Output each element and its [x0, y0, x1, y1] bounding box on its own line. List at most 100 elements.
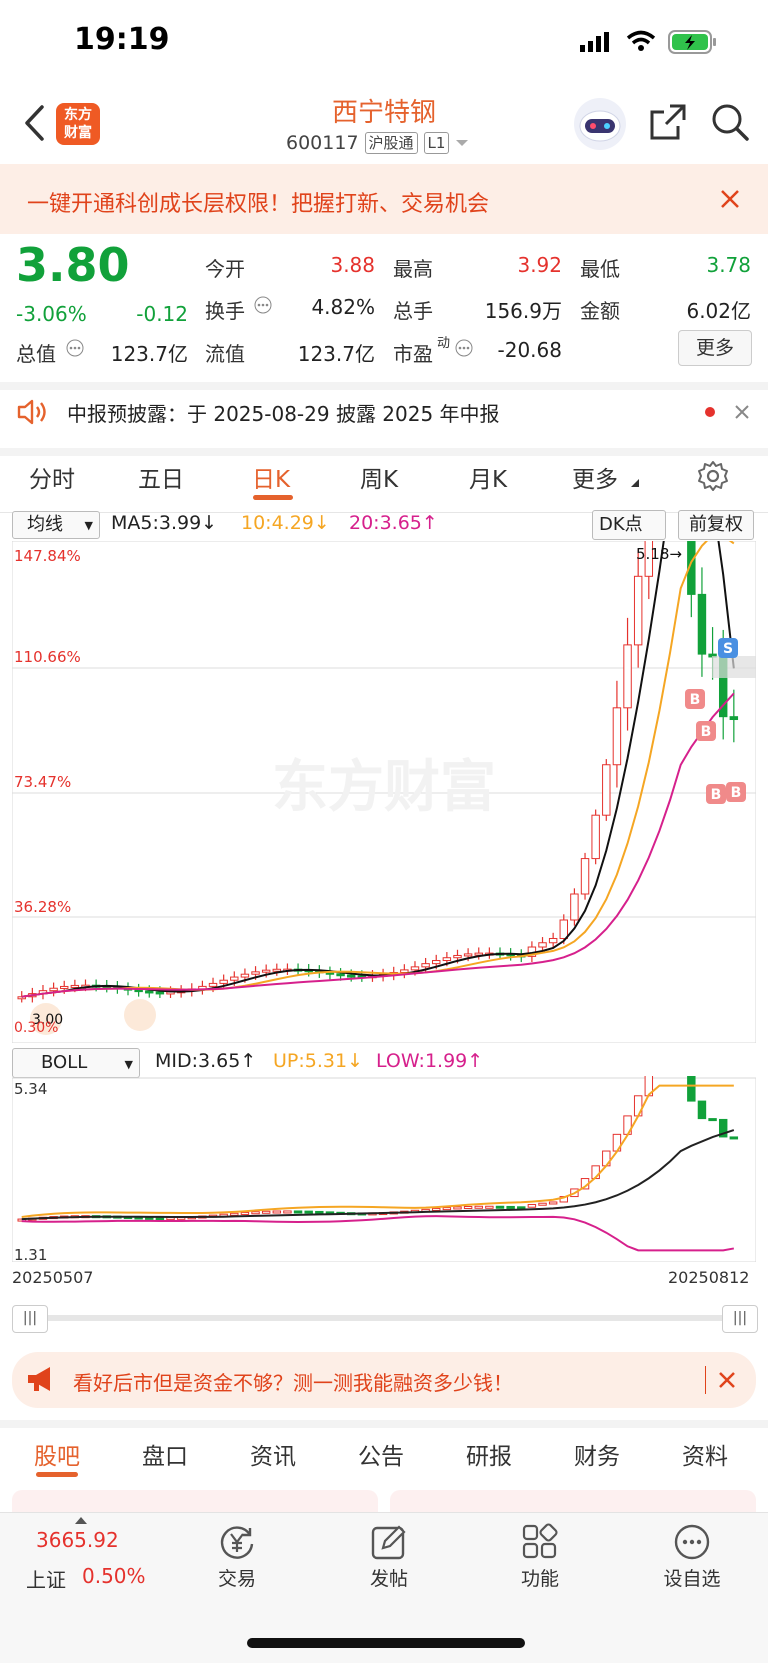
tab-forum[interactable]: 股吧: [34, 1444, 80, 1470]
trade-yen-icon[interactable]: [217, 1522, 257, 1562]
candle-body: [570, 893, 579, 921]
boll-candle-body: [453, 1206, 462, 1210]
scroller-track: [12, 1315, 756, 1321]
turnover-label: 换手: [205, 299, 245, 323]
robot-assistant-icon[interactable]: [572, 96, 628, 152]
chart-range-scroller[interactable]: ||| |||: [12, 1305, 758, 1333]
ad-text[interactable]: 看好后市但是资金不够？测一测我能融资多少钱！: [73, 1371, 513, 1395]
megaphone-icon: [28, 1367, 50, 1391]
candle-body: [442, 957, 452, 962]
candle-body: [559, 919, 568, 939]
status-time: 19:19: [74, 22, 170, 57]
tab-news[interactable]: 资讯: [250, 1444, 296, 1470]
tab-intraday[interactable]: 分时: [29, 467, 75, 493]
price-band: [712, 656, 756, 678]
more-dots-icon[interactable]: [672, 1522, 712, 1562]
tab-announcements[interactable]: 公告: [358, 1444, 404, 1470]
ma10-value: 10:4.29↓: [241, 512, 330, 534]
nav-post[interactable]: 发帖: [369, 1568, 408, 1590]
nav-functions[interactable]: 功能: [520, 1568, 559, 1590]
buy-marker[interactable]: B: [706, 784, 726, 804]
promo-text[interactable]: 一键开通科创成长层权限！把握打新、交易机会: [27, 192, 490, 217]
settings-gear-icon[interactable]: [697, 460, 729, 492]
share-icon[interactable]: [648, 102, 688, 142]
report-notice[interactable]: [0, 382, 768, 450]
boll-candle-body: [155, 1217, 165, 1221]
candle-body: [400, 969, 409, 973]
buy-marker[interactable]: B: [726, 782, 746, 802]
index-name[interactable]: 上证: [26, 1568, 66, 1592]
indicator-select[interactable]: 均线 ▼: [12, 511, 100, 539]
boll-chart[interactable]: [12, 1076, 756, 1262]
volume-value: 156.9万: [484, 299, 562, 323]
tab-more[interactable]: 更多: [572, 467, 618, 493]
tab-financials[interactable]: 财务: [574, 1444, 620, 1470]
nav-add-watchlist[interactable]: 设自选: [663, 1568, 721, 1590]
close-icon[interactable]: [718, 1371, 736, 1389]
candle-body: [474, 952, 483, 956]
more-quote-button[interactable]: 更多: [678, 330, 752, 366]
boll-candle-body: [538, 1202, 547, 1206]
info-dots-icon[interactable]: [455, 339, 473, 357]
active-tab-indicator: [253, 495, 293, 500]
candle-body: [697, 593, 707, 655]
tab-research[interactable]: 研报: [466, 1444, 512, 1470]
back-arrow-icon[interactable]: [22, 104, 46, 142]
active-section-indicator: [36, 1472, 78, 1477]
candle-body: [580, 858, 590, 895]
info-dots-icon[interactable]: [66, 339, 84, 357]
amount-value: 6.02亿: [686, 299, 751, 323]
low-label: 最低: [580, 257, 620, 281]
boll-candle-body: [517, 1206, 526, 1210]
adjust-select[interactable]: 前复权: [678, 510, 754, 540]
boll-select[interactable]: BOLL ▼: [12, 1048, 140, 1078]
buy-marker-text: B: [690, 692, 701, 708]
ma5-value: MA5:3.99↓: [111, 512, 218, 534]
margin-ad-banner[interactable]: [12, 1352, 756, 1408]
close-icon[interactable]: [720, 189, 740, 209]
sell-marker[interactable]: S: [718, 638, 738, 658]
tab-five-day[interactable]: 五日: [138, 467, 184, 493]
tab-daily-k[interactable]: 日K: [252, 467, 291, 493]
stock-code-row[interactable]: 600117 沪股通 L1: [286, 132, 469, 154]
scroller-right-handle[interactable]: |||: [722, 1305, 758, 1333]
dk-point-button[interactable]: DK点: [592, 510, 666, 540]
index-change[interactable]: 0.50%: [82, 1564, 146, 1588]
candle-body: [208, 982, 218, 987]
turnover-value: 4.82%: [311, 295, 375, 319]
grid-function-icon[interactable]: [520, 1522, 560, 1562]
candle-body: [17, 996, 26, 1000]
amount-label: 金额: [580, 299, 620, 323]
nav-trade[interactable]: 交易: [217, 1568, 256, 1590]
boll-candle-body: [304, 1210, 313, 1214]
tab-orderbook[interactable]: 盘口: [142, 1444, 188, 1470]
caret-down-icon: [456, 140, 469, 146]
low-value: 3.78: [706, 253, 751, 277]
post-edit-icon[interactable]: [369, 1522, 409, 1562]
status-bar: 19:19: [0, 0, 768, 80]
buy-marker[interactable]: B: [696, 721, 716, 741]
promo-banner[interactable]: [0, 164, 768, 234]
candle-body: [272, 968, 282, 972]
axis-label-2: 110.66%: [14, 648, 81, 666]
notice-text[interactable]: 中报预披露：于 2025-08-29 披露 2025 年中报: [67, 402, 500, 426]
candle-body: [602, 764, 611, 816]
info-dots-icon[interactable]: [254, 296, 272, 314]
event-bubble[interactable]: [124, 999, 156, 1031]
index-value[interactable]: 3665.92: [36, 1528, 119, 1552]
close-icon[interactable]: [734, 404, 750, 420]
search-icon[interactable]: [710, 102, 750, 142]
axis-label-4: 36.28%: [14, 898, 72, 916]
tab-monthly-k[interactable]: 月K: [469, 467, 508, 493]
tab-weekly-k[interactable]: 周K: [360, 467, 399, 493]
boll-candle-body: [485, 1205, 494, 1209]
scroller-left-handle[interactable]: |||: [12, 1305, 48, 1333]
candle-body: [623, 644, 632, 709]
high-value: 3.92: [517, 253, 562, 277]
candlestick-chart[interactable]: 东方财富 S B B B B 5.18→ 3.00: [12, 541, 756, 1043]
candle-body: [633, 575, 643, 646]
event-bubble[interactable]: [30, 1003, 62, 1035]
tab-profile[interactable]: 资料: [682, 1444, 728, 1470]
buy-marker[interactable]: B: [685, 689, 705, 709]
boll-up-line: [21, 1084, 734, 1218]
